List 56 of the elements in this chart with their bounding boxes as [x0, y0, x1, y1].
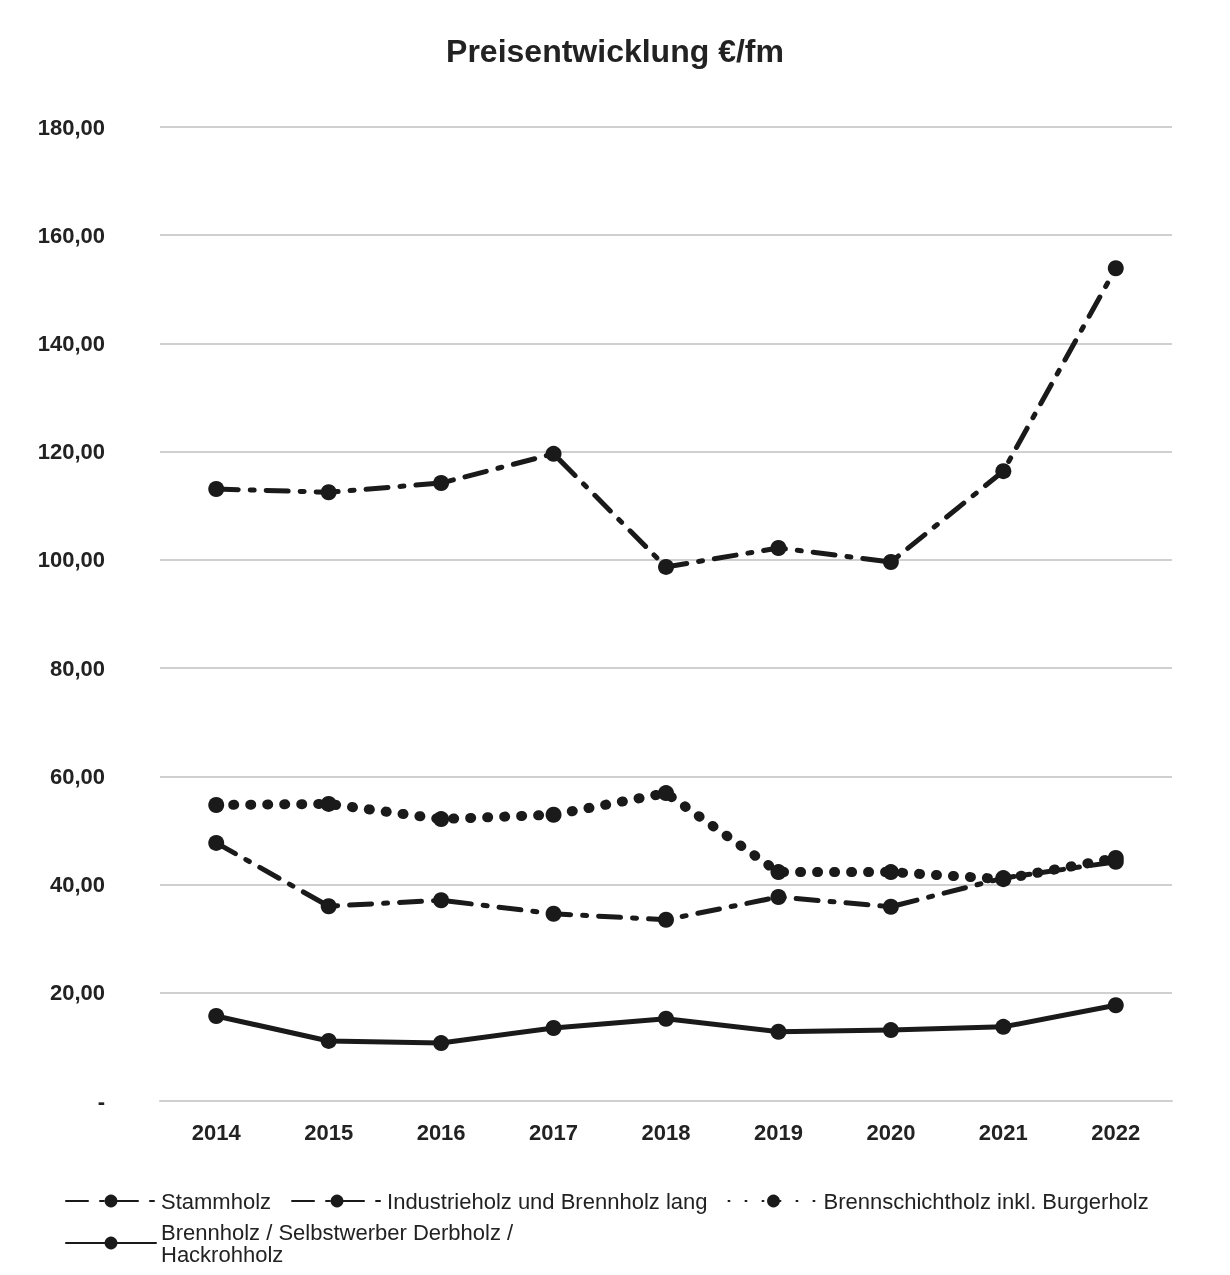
point [433, 1035, 450, 1052]
y-tick-label: 160,00 [37, 222, 105, 248]
point [320, 1032, 337, 1049]
point [1107, 997, 1124, 1014]
point [433, 475, 450, 492]
point [433, 892, 450, 909]
y-tick-label: 20,00 [49, 980, 105, 1006]
point [770, 864, 787, 881]
point [882, 1022, 899, 1039]
x-tick-label: 2018 [641, 1119, 691, 1145]
legend-label: Brennschichtholz inkl. Burgerholz [823, 1188, 1149, 1214]
y-tick-label: 120,00 [37, 439, 105, 465]
point [433, 811, 450, 828]
point [320, 898, 337, 915]
y-tick-label: - [97, 1088, 105, 1114]
point [320, 795, 337, 812]
point [208, 834, 225, 851]
point [658, 785, 674, 802]
point [995, 463, 1012, 480]
point [882, 898, 899, 915]
x-tick-label: 2021 [978, 1119, 1028, 1145]
legend-label: Brennholz / Selbstwerber Derbholz / Hackrohholz [161, 1219, 520, 1267]
point [208, 481, 225, 497]
y-tick-label: 180,00 [37, 114, 105, 140]
point [770, 539, 787, 556]
point [882, 554, 899, 571]
point [658, 1010, 674, 1027]
legend-label: Stammholz [161, 1188, 272, 1214]
legend-label: Industrieholz und Brennholz lang [387, 1188, 708, 1214]
x-tick-label: 2016 [416, 1119, 466, 1145]
point [545, 1019, 562, 1036]
point [770, 1023, 787, 1040]
point [658, 558, 674, 575]
x-tick-label: 2015 [304, 1119, 354, 1145]
point [770, 889, 787, 905]
point [545, 905, 562, 922]
x-tick-label: 2017 [529, 1119, 579, 1145]
point [545, 445, 562, 462]
point [208, 797, 225, 814]
chart-title: Preisentwicklung €/fm [446, 33, 784, 69]
y-tick-label: 100,00 [37, 547, 105, 573]
x-tick-label: 2019 [753, 1119, 803, 1145]
point [320, 484, 337, 501]
y-tick-label: 40,00 [49, 872, 105, 898]
x-tick-label: 2022 [1091, 1119, 1141, 1145]
y-tick-label: 80,00 [49, 655, 105, 681]
x-tick-label: 2014 [191, 1119, 242, 1145]
point [882, 864, 899, 881]
point [658, 911, 674, 928]
point [1107, 260, 1124, 277]
point [995, 1018, 1012, 1035]
point [545, 806, 562, 823]
point [208, 1008, 225, 1025]
y-tick-label: 140,00 [37, 330, 105, 356]
y-tick-label: 60,00 [49, 763, 105, 789]
x-tick-label: 2020 [866, 1119, 916, 1145]
